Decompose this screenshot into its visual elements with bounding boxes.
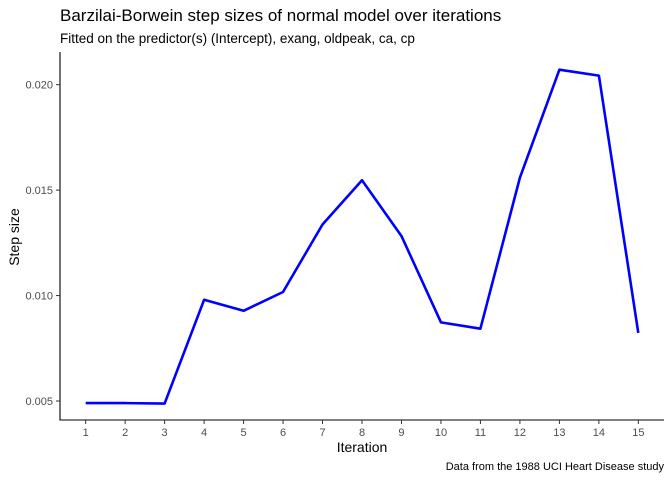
chart-subtitle: Fitted on the predictor(s) (Intercept), … (60, 31, 415, 46)
x-tick-label: 5 (241, 427, 247, 439)
x-tick-label: 6 (280, 427, 286, 439)
series-line (85, 68, 640, 405)
y-tick-label: 0.005 (25, 396, 53, 408)
x-tick-label: 11 (475, 427, 486, 439)
y-axis-title: Step size (6, 208, 22, 266)
x-tick-label: 1 (83, 427, 89, 439)
x-tick-label: 15 (632, 427, 644, 439)
x-tick-label: 10 (435, 427, 447, 439)
x-tick-label: 7 (319, 427, 325, 439)
y-tick-label: 0.015 (25, 185, 53, 197)
x-tick-label: 8 (359, 427, 365, 439)
x-tick-label: 3 (162, 427, 168, 439)
x-tick-label: 2 (122, 427, 128, 439)
x-tick-label: 13 (553, 427, 565, 439)
x-tick-label: 9 (398, 427, 404, 439)
chart-title: Barzilai-Borwein step sizes of normal mo… (60, 6, 501, 25)
x-tick-label: 4 (201, 427, 207, 439)
x-axis-title: Iteration (337, 439, 388, 455)
y-tick-label: 0.020 (25, 80, 53, 92)
x-tick-label: 14 (593, 427, 605, 439)
y-tick-label: 0.010 (25, 291, 53, 303)
x-tick-label: 12 (514, 427, 526, 439)
chart-caption: Data from the 1988 UCI Heart Disease stu… (446, 461, 665, 473)
